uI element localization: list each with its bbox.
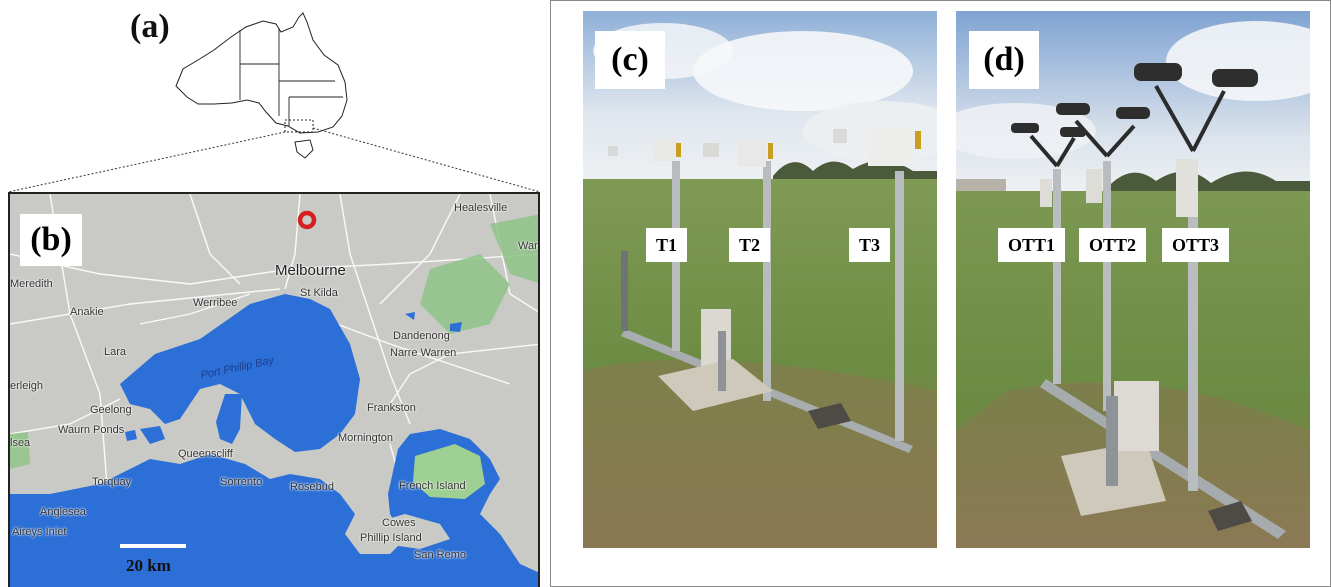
place-label: Cowes (382, 517, 416, 529)
place-label: Aireys Inlet (12, 526, 67, 538)
photo-frame: (c) T1 T2 T3 (550, 0, 1331, 587)
sensor-label-t3: T3 (849, 228, 891, 262)
place-label: Lara (104, 346, 127, 358)
place-label: St Kilda (300, 287, 338, 299)
sensor-label-ott3: OTT3 (1162, 228, 1230, 262)
state-borders (239, 28, 343, 126)
place-label: Narre Warren (390, 347, 457, 359)
tasmania-outline (294, 139, 314, 159)
location-marker-icon (297, 210, 317, 230)
sensor-label-ott2: OTT2 (1079, 228, 1147, 262)
panel-a-australia-inset: (a) (0, 0, 546, 192)
place-label: Werribee (193, 297, 238, 309)
place-label: Queenscliff (178, 448, 233, 460)
photo-c-scene (583, 11, 937, 548)
scale-bar (120, 544, 186, 548)
place-label: Dandenong (393, 330, 450, 342)
place-label: Torquay (92, 476, 132, 488)
place-label: Anakie (70, 306, 104, 318)
place-label: Waurn Ponds (58, 424, 125, 436)
australia-outline-map (7, 12, 541, 192)
place-label: Mornington (338, 432, 394, 444)
inset-box (284, 119, 314, 133)
place-label: San Remo (414, 549, 466, 561)
panel-b-map: Healesville Warb Melbourne St Kilda Mere… (8, 192, 540, 587)
place-label: Meredith (10, 278, 53, 290)
australia-mainland-outline (175, 12, 348, 134)
photo-d-ott-gauges: (d) OTT1 OTT2 OTT3 (956, 11, 1310, 548)
place-label: Melbourne (275, 262, 346, 279)
sensor-label-t2: T2 (729, 228, 771, 262)
place-label: Sorrento (220, 476, 263, 488)
photo-d-scene (956, 11, 1310, 548)
panel-d-letter: (d) (969, 31, 1039, 89)
place-label: French Island (399, 480, 466, 492)
phillip-island (370, 514, 450, 549)
panel-c-letter: (c) (595, 31, 665, 89)
place-label: Healesville (454, 202, 508, 214)
sensor-label-t1: T1 (646, 228, 688, 262)
place-label: Warb (518, 240, 538, 252)
place-label: Rosebud (290, 481, 335, 493)
melbourne-region-map (10, 194, 538, 587)
french-island (413, 444, 485, 499)
place-label: Anglesea (40, 506, 86, 518)
photo-c-tipping-bucket-gauges: (c) T1 T2 T3 (583, 11, 937, 548)
place-label: Frankston (367, 402, 416, 414)
water-bodies (10, 294, 538, 587)
panel-b-letter: (b) (20, 214, 82, 266)
place-label: erleigh (10, 380, 44, 392)
place-label: lsea (10, 437, 31, 449)
sensor-label-ott1: OTT1 (998, 228, 1066, 262)
place-label: Geelong (90, 404, 132, 416)
place-label: Phillip Island (360, 532, 422, 544)
scale-label: 20 km (126, 556, 171, 575)
panel-a-letter: (a) (130, 8, 170, 45)
